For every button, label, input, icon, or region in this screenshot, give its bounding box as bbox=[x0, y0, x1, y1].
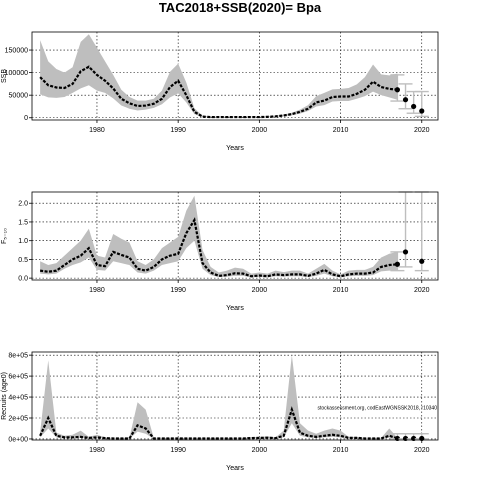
y-tick-label: 1.0 bbox=[18, 238, 28, 245]
x-tick-label: 1990 bbox=[170, 447, 186, 454]
recruitment-panel: 1980 1990 2000 2010 2020 0e+00 2e+05 4e+05 6e+05… bbox=[1, 351, 439, 472]
confidence-band bbox=[40, 195, 398, 278]
x-tick-label: 2000 bbox=[252, 447, 268, 454]
forecast-point bbox=[411, 103, 417, 110]
plot-frame bbox=[31, 31, 439, 121]
x-tick-label: 2020 bbox=[414, 127, 430, 134]
estimate-line bbox=[39, 65, 398, 119]
x-tick-label: 2020 bbox=[414, 287, 430, 294]
forecast-point bbox=[394, 261, 400, 267]
x-tick-label: 2010 bbox=[333, 287, 349, 294]
plot-frame bbox=[31, 351, 439, 441]
y-tick-label: 2.0 bbox=[18, 201, 28, 208]
x-tick-label: 1980 bbox=[89, 127, 105, 134]
plot-frame bbox=[31, 191, 439, 281]
x-tick-label: 2000 bbox=[252, 287, 268, 294]
x-axis-label: Years bbox=[226, 145, 244, 152]
y-axis-label: F₅₋₁₀ bbox=[1, 228, 8, 244]
x-tick-label: 2000 bbox=[252, 127, 268, 134]
y-tick-label: 100000 bbox=[5, 70, 28, 77]
chart-title: TAC2018+SSB(2020)= Bpa bbox=[159, 0, 322, 15]
ssb-panel: 1980 1990 2000 2010 2020 0 50000 100000 150000 Ye… bbox=[1, 31, 439, 152]
forecast-point bbox=[419, 108, 425, 114]
estimate-line bbox=[39, 217, 398, 278]
y-tick-label: 8e+05 bbox=[8, 353, 28, 360]
x-tick-label: 1990 bbox=[170, 287, 186, 294]
forecast-point bbox=[402, 249, 409, 255]
y-tick-label: 50000 bbox=[9, 93, 29, 100]
y-tick-label: 0e+00 bbox=[8, 436, 28, 443]
y-tick-label: 6e+05 bbox=[8, 374, 28, 381]
x-tick-label: 2010 bbox=[333, 447, 349, 454]
y-tick-label: 0.0 bbox=[18, 276, 28, 283]
y-tick-label: 150000 bbox=[5, 48, 28, 55]
y-tick-label: 2e+05 bbox=[8, 416, 28, 423]
y-tick-label: 0 bbox=[24, 115, 28, 122]
y-tick-label: 0.5 bbox=[18, 257, 28, 264]
x-tick-label: 2010 bbox=[333, 127, 349, 134]
fishing-mortality-panel: 1980 1990 2000 2010 2020 0.0 0.5 1.0 1.5 2.0 Years… bbox=[1, 191, 439, 312]
y-axis-label: SSB bbox=[1, 69, 8, 83]
annotation-text: stockassessment.org, codEastWGNSSK2018, … bbox=[317, 406, 437, 412]
y-tick-label: 4e+05 bbox=[8, 395, 28, 402]
forecast-point bbox=[402, 97, 409, 103]
x-tick-label: 2020 bbox=[414, 447, 430, 454]
y-axis-label: Recruits (age0) bbox=[1, 372, 8, 420]
x-tick-label: 1980 bbox=[89, 287, 105, 294]
x-tick-label: 1980 bbox=[89, 447, 105, 454]
forecast-point bbox=[419, 258, 425, 264]
x-axis-label: Years bbox=[226, 465, 244, 472]
y-tick-label: 1.5 bbox=[18, 219, 28, 226]
confidence-band bbox=[40, 34, 398, 118]
forecast-point bbox=[394, 87, 400, 93]
x-axis-label: Years bbox=[226, 305, 244, 312]
x-tick-label: 1990 bbox=[170, 127, 186, 134]
estimate-line bbox=[39, 406, 398, 440]
